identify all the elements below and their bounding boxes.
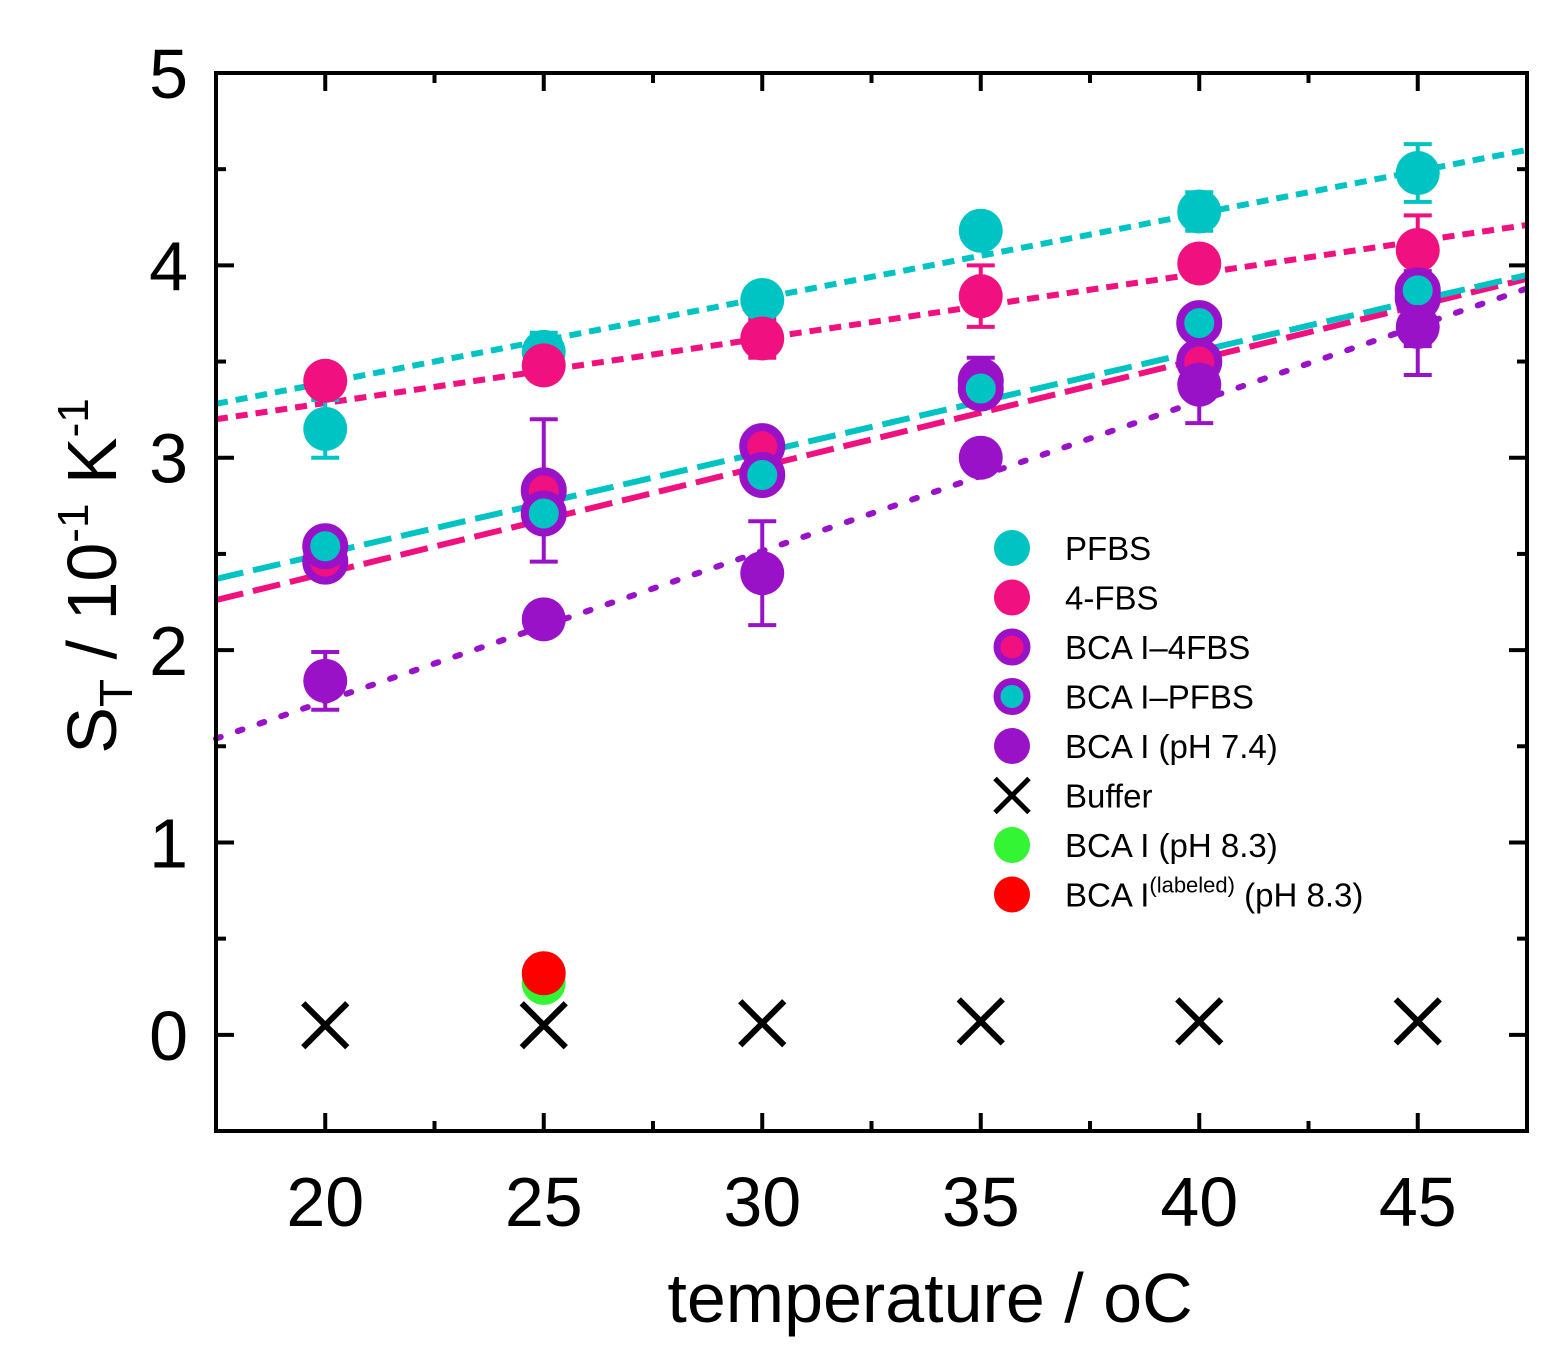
data-point [740,277,785,322]
fit-line [213,285,1530,742]
y-tick-label: 5 [149,35,188,113]
x-tick-label: 45 [1379,1163,1457,1241]
x-tick-label: 30 [723,1163,801,1241]
fit-line [215,147,1528,407]
data-point-x [956,997,1005,1046]
data-point [958,274,1003,319]
data-point-x [1393,997,1442,1046]
legend-label: PFBS [1065,530,1151,567]
data-point [1177,189,1222,234]
legend-label: Buffer [1065,778,1152,815]
data-point-ring [739,452,786,499]
legend-marker [994,579,1030,616]
legend-label: BCA I (pH 7.4) [1065,728,1278,765]
data-points [301,151,1442,1050]
data-point [1395,227,1440,272]
data-point [303,358,348,403]
data-point [1395,151,1440,196]
x-tick-label: 35 [942,1163,1020,1241]
data-point-ring [302,523,349,570]
data-point-ring [1394,267,1441,314]
legend-label: BCA I–4FBS [1065,629,1250,666]
data-point-x [738,999,787,1048]
y-tick-label: 0 [149,997,188,1075]
fit-lines [213,147,1530,742]
legend-marker [994,728,1030,764]
data-point-ring [1176,300,1223,347]
legend-label: BCA I–PFBS [1065,679,1254,716]
legend-marker [994,530,1030,566]
axis-ticks [216,71,1529,1133]
data-point-ring [957,365,1004,412]
data-point [1395,304,1440,349]
legend-marker [994,876,1030,913]
data-point-ring [520,490,567,537]
data-point [303,406,348,451]
legend-marker [993,628,1031,666]
data-point [958,435,1003,480]
data-point [740,551,785,596]
x-tick-label: 40 [1160,1163,1238,1241]
data-point [958,208,1003,253]
x-axis-label: temperature / oC [667,1259,1192,1337]
y-tick-label: 4 [149,227,188,305]
y-tick-label: 2 [149,612,188,690]
y-axis-label: ST / 10-1 K-1 [49,398,142,753]
x-tick-label: 20 [286,1163,364,1241]
legend: PFBS 4-FBS BCA I–4FBS BCA I–PFBS BCA I (pH 7… [993,530,1363,914]
legend-marker [994,827,1030,863]
data-point [303,658,348,703]
legend-label: 4-FBS [1065,580,1159,617]
legend-marker [993,776,1031,815]
data-point-x [519,1001,568,1050]
data-point [1177,241,1222,286]
plot-frame [214,71,1529,1133]
y-tick-label: 3 [149,420,188,498]
data-point [521,951,566,996]
legend-label: BCA I(labeled) (pH 8.3) [1065,873,1363,914]
data-point [1177,362,1222,407]
data-point [521,597,566,642]
legend-label: BCA I (pH 8.3) [1065,827,1278,864]
fit-line [215,272,1528,582]
data-point-x [301,1001,350,1050]
y-tick-label: 1 [149,804,188,882]
data-point [521,343,566,388]
x-axis-unit: oC [1103,1259,1192,1337]
data-point [740,316,785,361]
legend-marker [993,678,1031,715]
x-tick-label: 25 [505,1163,583,1241]
fit-line [215,221,1528,423]
fit-line [215,275,1528,603]
data-point-x [1175,997,1224,1046]
